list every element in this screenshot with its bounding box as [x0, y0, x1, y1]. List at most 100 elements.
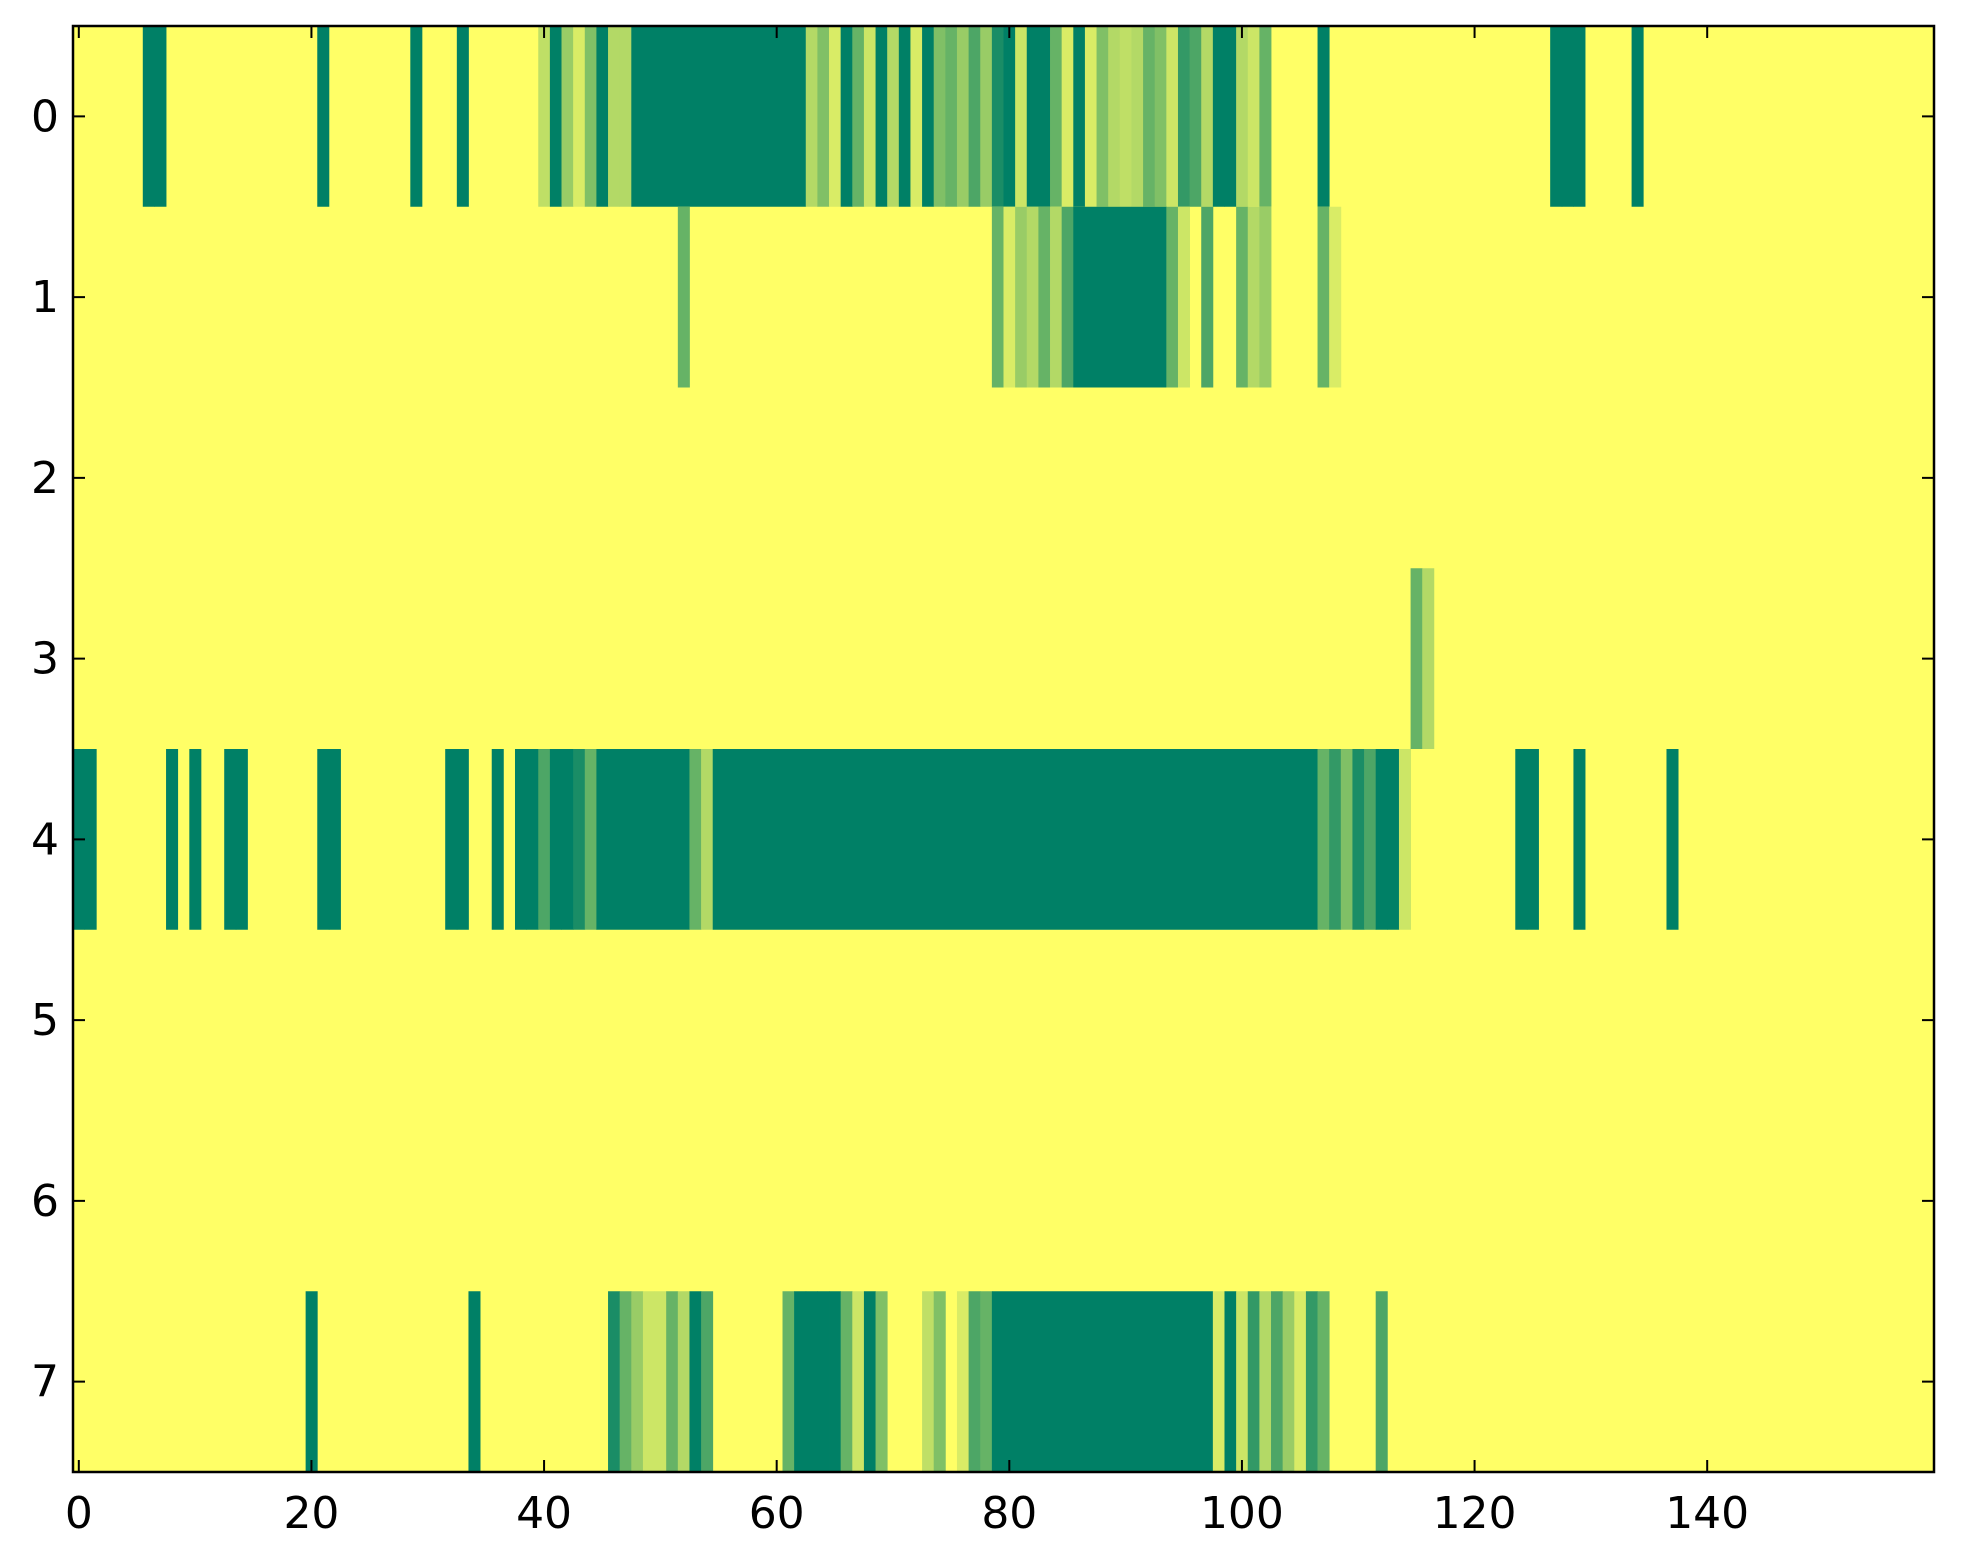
heatmap-cell — [991, 206, 1004, 388]
heatmap-cell — [1352, 749, 1365, 930]
heatmap-cell — [666, 1291, 679, 1472]
y-tick-label: 1 — [31, 272, 59, 323]
heatmap-cell — [1317, 26, 1330, 207]
heatmap-cell — [573, 26, 586, 207]
heatmap-cell — [689, 1291, 702, 1472]
heatmap-cell — [1515, 749, 1528, 930]
heatmap-cell — [317, 749, 330, 930]
heatmap-cell — [1247, 26, 1260, 207]
heatmap-cell — [1317, 749, 1330, 930]
heatmap-cell — [922, 1291, 935, 1472]
heatmap-cell — [1375, 1291, 1388, 1472]
heatmap-cell — [1201, 206, 1214, 388]
heatmap-cell — [608, 1291, 621, 1472]
heatmap-cell — [852, 1291, 865, 1472]
heatmap-cell — [1073, 206, 1167, 388]
heatmap-cell — [922, 26, 935, 207]
heatmap-cell — [956, 26, 969, 207]
heatmap-cell — [1108, 26, 1121, 207]
heatmap-cell — [887, 26, 900, 207]
heatmap-cell — [154, 26, 167, 207]
y-tick-label: 3 — [31, 634, 59, 685]
heatmap-cell — [235, 749, 248, 930]
heatmap-cell — [898, 26, 911, 207]
heatmap-cell — [642, 1291, 655, 1472]
heatmap-cell — [1282, 1291, 1295, 1472]
heatmap-cell — [1236, 206, 1249, 388]
heatmap-cell — [1259, 1291, 1272, 1472]
y-tick-label: 7 — [31, 1357, 59, 1408]
heatmap-cell — [1038, 26, 1051, 207]
heatmap-cell — [1143, 26, 1156, 207]
heatmap-cell — [1177, 206, 1190, 388]
heatmap-cell — [1003, 26, 1016, 207]
heatmap-cell — [875, 26, 888, 207]
heatmap-cell — [1259, 206, 1272, 388]
heatmap-cell — [701, 1291, 714, 1472]
heatmap-cell — [1061, 26, 1074, 207]
heatmap-cell — [631, 1291, 644, 1472]
heatmap-cell — [1247, 1291, 1260, 1472]
heatmap-cell — [968, 26, 981, 207]
heatmap-cell — [1026, 26, 1039, 207]
heatmap-cell — [1236, 1291, 1249, 1472]
heatmap-cell — [1084, 26, 1097, 207]
x-tick-label: 80 — [981, 1488, 1037, 1539]
heatmap-cell — [875, 1291, 888, 1472]
heatmap-cell — [189, 749, 202, 930]
heatmap-cell — [1015, 26, 1028, 207]
heatmap-cell — [538, 749, 551, 930]
heatmap-cell — [829, 26, 842, 207]
heatmap-cell — [991, 26, 1004, 207]
heatmap-cell — [1387, 749, 1400, 930]
heatmap-cell — [608, 26, 621, 207]
heatmap-cell — [1573, 749, 1586, 930]
heatmap-cell — [491, 749, 504, 930]
heatmap-cell — [1422, 568, 1435, 749]
heatmap-cell — [1212, 1291, 1225, 1472]
x-tick-label: 20 — [283, 1488, 339, 1539]
heatmap-cell — [142, 26, 155, 207]
heatmap-cell — [1131, 26, 1144, 207]
heatmap-cell — [305, 1291, 318, 1472]
y-tick-label: 6 — [31, 1176, 59, 1227]
heatmap-cell — [1526, 749, 1539, 930]
heatmap-cell — [1375, 749, 1388, 930]
x-tick-label: 120 — [1433, 1488, 1517, 1539]
heatmap-cell — [1154, 26, 1167, 207]
heatmap-cell — [1201, 26, 1214, 207]
heatmap-cell — [1061, 206, 1074, 388]
heatmap-cell — [817, 26, 830, 207]
heatmap-cell — [631, 26, 807, 207]
heatmap-cell — [829, 1291, 842, 1472]
heatmap-cell — [84, 749, 97, 930]
heatmap-cell — [1247, 206, 1260, 388]
heatmap-cell — [1212, 26, 1225, 207]
heatmap-cell — [1329, 749, 1342, 930]
heatmap-cell — [514, 749, 528, 930]
heatmap-cell — [328, 749, 341, 930]
heatmap-cell — [782, 1291, 795, 1472]
heatmap-cell — [1329, 206, 1342, 388]
heatmap-cells — [73, 26, 1934, 1472]
heatmap-cell — [654, 1291, 667, 1472]
heatmap-cell — [1317, 1291, 1330, 1472]
heatmap-cell — [910, 26, 923, 207]
heatmap-cell — [840, 1291, 853, 1472]
heatmap-cell — [1573, 26, 1586, 207]
heatmap-cell — [1305, 1291, 1318, 1472]
heatmap-cell — [538, 26, 551, 207]
heatmap-cell — [1177, 26, 1190, 207]
heatmap-cell — [852, 26, 865, 207]
heatmap-cell — [1119, 26, 1132, 207]
heatmap-cell — [677, 1291, 690, 1472]
heatmap-cell — [317, 26, 330, 207]
heatmap-cell — [1166, 206, 1179, 388]
heatmap-cell — [689, 749, 702, 930]
heatmap-cell — [677, 206, 690, 388]
heatmap-cell — [1050, 26, 1063, 207]
heatmap-cell — [456, 749, 469, 930]
heatmap-cell — [1294, 1291, 1307, 1472]
heatmap-cell — [1550, 26, 1563, 207]
